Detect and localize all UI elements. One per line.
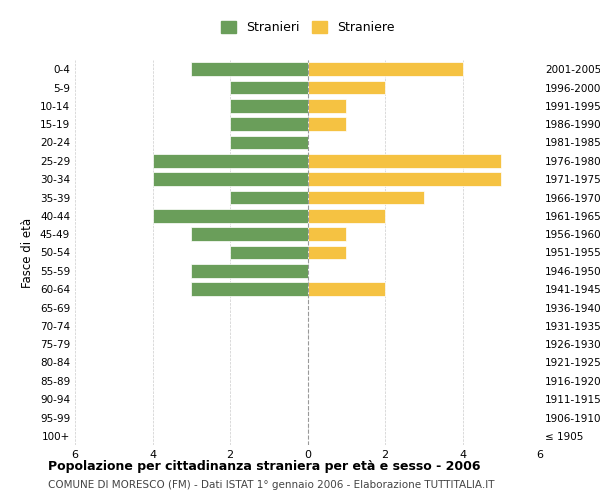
Bar xyxy=(230,190,308,204)
Bar xyxy=(308,118,346,131)
Bar xyxy=(152,209,308,222)
Bar xyxy=(191,62,308,76)
Bar xyxy=(230,136,308,149)
Bar xyxy=(308,282,385,296)
Y-axis label: Fasce di età: Fasce di età xyxy=(22,218,34,288)
Bar xyxy=(152,172,308,186)
Bar xyxy=(308,80,385,94)
Bar xyxy=(308,209,385,222)
Bar xyxy=(308,190,424,204)
Bar xyxy=(230,99,308,112)
Bar xyxy=(308,228,346,241)
Text: Popolazione per cittadinanza straniera per età e sesso - 2006: Popolazione per cittadinanza straniera p… xyxy=(48,460,481,473)
Bar xyxy=(230,80,308,94)
Bar xyxy=(230,246,308,260)
Bar xyxy=(230,118,308,131)
Bar xyxy=(152,154,308,168)
Bar xyxy=(191,228,308,241)
Bar xyxy=(308,246,346,260)
Legend: Stranieri, Straniere: Stranieri, Straniere xyxy=(216,16,399,39)
Bar xyxy=(308,172,501,186)
Bar xyxy=(191,282,308,296)
Bar xyxy=(308,62,463,76)
Bar xyxy=(308,154,501,168)
Bar xyxy=(308,99,346,112)
Text: COMUNE DI MORESCO (FM) - Dati ISTAT 1° gennaio 2006 - Elaborazione TUTTITALIA.IT: COMUNE DI MORESCO (FM) - Dati ISTAT 1° g… xyxy=(48,480,494,490)
Bar xyxy=(191,264,308,278)
